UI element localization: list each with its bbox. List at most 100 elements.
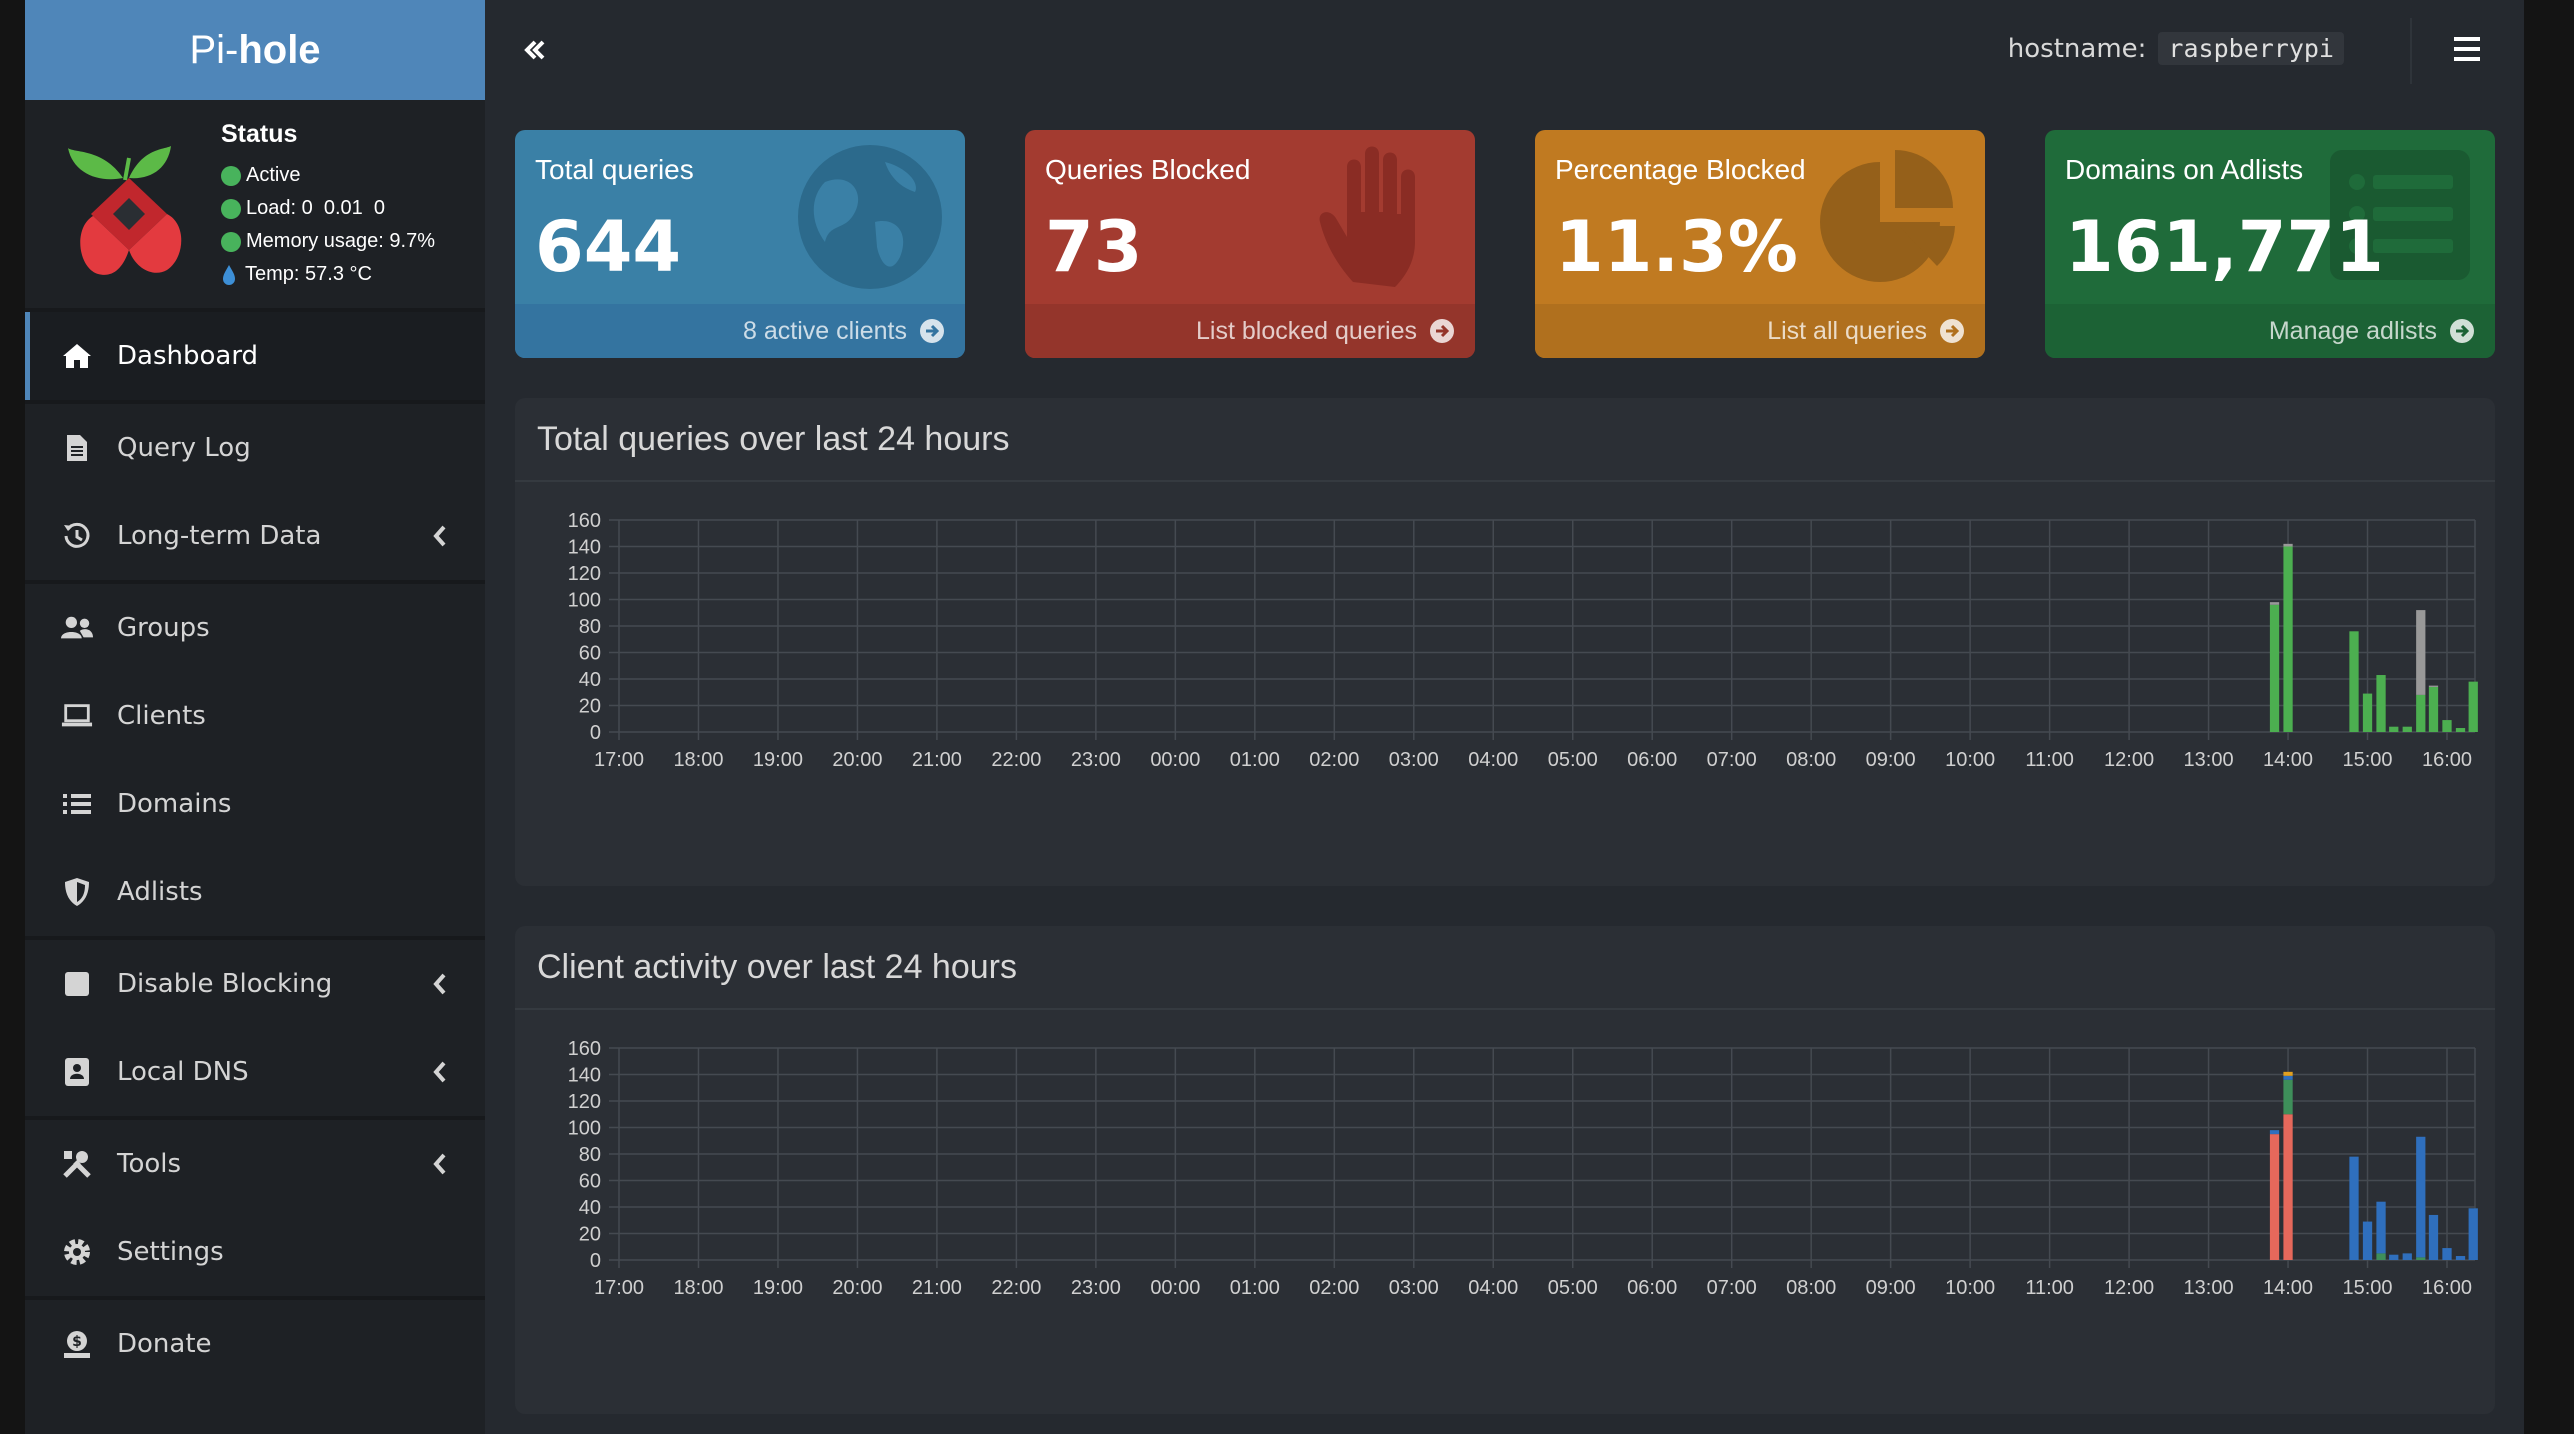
chart-bar[interactable] <box>2468 681 2478 732</box>
stat-footer-label: List all queries <box>1767 316 1927 345</box>
chart-bar[interactable] <box>2283 1071 2293 1076</box>
chart-bar[interactable] <box>2416 610 2426 695</box>
chart-bar[interactable] <box>2389 1254 2399 1260</box>
status-temp-row: Temp: 57.3 °C <box>221 258 435 291</box>
chart-bar[interactable] <box>2283 1114 2293 1260</box>
chart-bar[interactable] <box>2416 694 2426 732</box>
history-icon <box>61 520 93 552</box>
chart-bar[interactable] <box>2283 1075 2293 1080</box>
chevron-left-icon <box>433 1061 446 1083</box>
chart-bar[interactable] <box>2349 1156 2359 1260</box>
x-tick-label: 21:00 <box>912 749 962 771</box>
svg-text:$: $ <box>72 1334 82 1350</box>
client-activity-chart: 0 20 40 60 80 100 120 140 160 17:00 18:00 19:00 20:0… <box>568 1038 2478 1299</box>
chart-bar[interactable] <box>2442 720 2452 732</box>
chart-bar[interactable] <box>2376 675 2386 732</box>
x-tick-label: 05:00 <box>1548 749 1598 771</box>
chart-bar[interactable] <box>2416 1136 2426 1258</box>
chart-bar[interactable] <box>2428 685 2439 687</box>
stat-domains-on-adlists: Domains on Adlists 161,771 Manage adlist… <box>2045 130 2495 358</box>
x-tick-label: 07:00 <box>1707 749 1757 771</box>
status-panel: Status Active Load: 0 0.01 0 Memory usag… <box>25 100 485 312</box>
arrow-circle-right-icon <box>920 319 944 343</box>
panel-title: Client activity over last 24 hours <box>515 926 2495 1010</box>
chart-bar[interactable] <box>2442 1248 2452 1260</box>
sidebar-item-tools[interactable]: Tools <box>25 1120 485 1208</box>
sidebar-item-donate[interactable]: $ Donate <box>25 1300 485 1388</box>
sidebar-item-dashboard[interactable]: Dashboard <box>25 312 485 400</box>
y-tick-label: 120 <box>568 1091 601 1113</box>
x-tick-label: 14:00 <box>2263 749 2313 771</box>
status-block: Status Active Load: 0 0.01 0 Memory usag… <box>221 120 435 291</box>
sidebar: Pi-hole Status Active Load: <box>25 0 485 1434</box>
stat-footer-label: Manage adlists <box>2268 316 2437 345</box>
stat-footer-label: List blocked queries <box>1196 316 1417 345</box>
home-icon <box>61 340 93 372</box>
x-tick-label: 15:00 <box>2342 749 2392 771</box>
hamburger-menu-icon[interactable] <box>2452 34 2482 64</box>
sidebar-item-groups[interactable]: Groups <box>25 584 485 672</box>
sidebar-item-label: Local DNS <box>117 1057 249 1087</box>
sidebar-item-adlists[interactable]: Adlists <box>25 848 485 936</box>
sidebar-item-local-dns[interactable]: Local DNS <box>25 1028 485 1116</box>
chart-bar[interactable] <box>2402 1253 2412 1260</box>
chart-bar[interactable] <box>2389 726 2399 732</box>
load-dot-icon <box>221 198 241 219</box>
chart-bar[interactable] <box>2362 693 2373 732</box>
chart-bar[interactable] <box>2283 1079 2293 1115</box>
chart-bar[interactable] <box>2428 686 2439 732</box>
x-tick-label: 02:00 <box>1309 749 1359 771</box>
x-tick-label: 08:00 <box>1786 749 1836 771</box>
x-tick-label: 14:00 <box>2263 1277 2313 1299</box>
sidebar-item-label: Domains <box>117 789 232 819</box>
x-tick-label: 01:00 <box>1230 1277 1280 1299</box>
chart-bar[interactable] <box>2283 546 2293 733</box>
stat-footer-link[interactable]: List blocked queries <box>1025 304 1475 358</box>
chart-bar[interactable] <box>2349 631 2359 732</box>
stat-percentage-blocked: Percentage Blocked 11.3% List all querie… <box>1535 130 1985 358</box>
x-tick-label: 17:00 <box>594 749 644 771</box>
y-tick-label: 80 <box>579 1144 601 1166</box>
stat-footer-link[interactable]: Manage adlists <box>2045 304 2495 358</box>
x-tick-label: 00:00 <box>1150 1277 1200 1299</box>
chart-bar[interactable] <box>2269 1130 2280 1135</box>
collapse-sidebar-icon[interactable] <box>515 30 555 70</box>
x-tick-label: 11:00 <box>2025 749 2074 771</box>
client-activity-panel: Client activity over last 24 hours 0 20 40… <box>515 926 2495 1414</box>
sidebar-item-clients[interactable]: Clients <box>25 672 485 760</box>
chart-bar[interactable] <box>2455 1256 2466 1260</box>
chart-bar[interactable] <box>2283 543 2293 547</box>
chart-bar[interactable] <box>2376 1201 2386 1254</box>
chart-bar[interactable] <box>2455 728 2466 732</box>
stat-value: 11.3% <box>1555 206 1798 288</box>
chart-bar[interactable] <box>2269 604 2280 732</box>
sidebar-item-settings[interactable]: Settings <box>25 1208 485 1296</box>
sidebar-item-disable-blocking[interactable]: Disable Blocking <box>25 940 485 1028</box>
y-tick-label: 140 <box>568 1065 601 1087</box>
chart-bar[interactable] <box>2428 1214 2439 1260</box>
chart-bar[interactable] <box>2468 1208 2478 1260</box>
x-tick-label: 04:00 <box>1468 1277 1518 1299</box>
stat-footer-link[interactable]: List all queries <box>1535 304 1985 358</box>
sidebar-item-label: Clients <box>117 701 206 731</box>
y-tick-label: 20 <box>579 1224 601 1246</box>
queries-over-time-panel: Total queries over last 24 hours 0 20 40 60… <box>515 398 2495 886</box>
x-tick-label: 10:00 <box>1945 749 1995 771</box>
chart-bar[interactable] <box>2269 1134 2280 1260</box>
hostname-value: raspberrypi <box>2158 32 2344 65</box>
chart-bar[interactable] <box>2269 602 2280 605</box>
brand-logo[interactable]: Pi-hole <box>25 0 485 100</box>
chart-bar[interactable] <box>2362 1221 2373 1260</box>
chart-bar[interactable] <box>2416 1257 2426 1260</box>
sidebar-item-query-log[interactable]: Query Log <box>25 404 485 492</box>
chart-bar[interactable] <box>2402 726 2412 732</box>
chart-bar[interactable] <box>2376 1253 2386 1260</box>
sidebar-divider <box>25 580 485 584</box>
sidebar-item-long-term-data[interactable]: Long-term Data <box>25 492 485 580</box>
status-title: Status <box>221 120 298 148</box>
stat-footer-link[interactable]: 8 active clients <box>515 304 965 358</box>
queries-over-time-chart: 0 20 40 60 80 100 120 140 160 17:00 18:00 19:00 20:0… <box>568 510 2478 771</box>
stat-label: Domains on Adlists <box>2065 154 2304 185</box>
sidebar-item-domains[interactable]: Domains <box>25 760 485 848</box>
topbar-divider <box>2410 18 2412 84</box>
